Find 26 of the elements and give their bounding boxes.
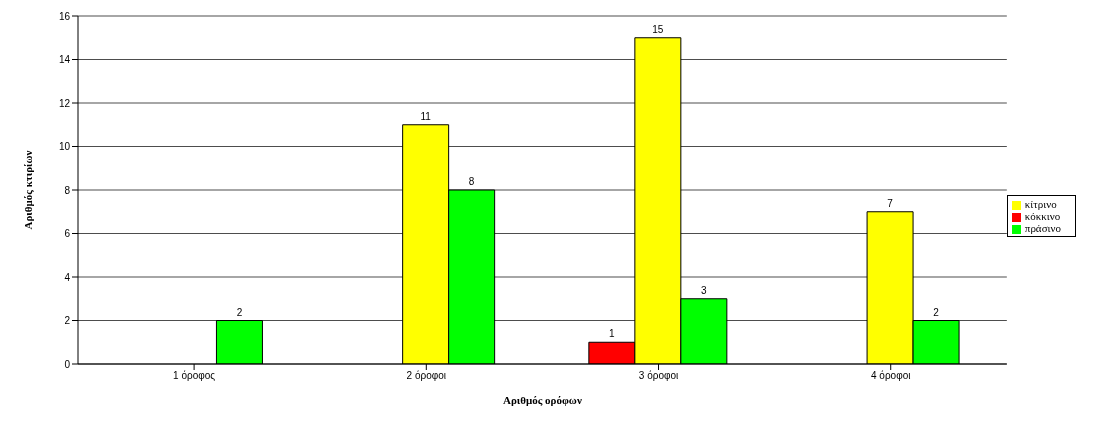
data-label: 2 <box>236 306 243 318</box>
x-axis-title: Αριθμός ορόφων <box>503 394 582 407</box>
data-label: 15 <box>652 23 664 35</box>
data-label: 11 <box>420 110 432 122</box>
data-label: 1 <box>609 328 616 340</box>
y-tick-label: 10 <box>58 141 71 153</box>
y-tick-label: 8 <box>64 184 71 196</box>
x-tick-label: 3 όροφοι <box>638 370 679 382</box>
y-tick-label: 16 <box>58 10 71 22</box>
y-tick-label: 0 <box>64 358 71 370</box>
legend-label: κόκκινο <box>1024 210 1061 222</box>
data-label: 3 <box>701 284 708 296</box>
x-tick-label: 2 όροφοι <box>406 370 447 382</box>
data-label: 8 <box>468 176 475 187</box>
x-tick-label: 1 όροφος <box>173 370 216 382</box>
y-tick-label: 2 <box>64 315 71 327</box>
y-tick-label: 4 <box>64 271 71 283</box>
y-tick-label: 6 <box>64 228 71 240</box>
legend-label: κίτρινο <box>1024 198 1057 210</box>
legend-label: πράσινο <box>1024 222 1061 234</box>
data-label: 2 <box>933 306 940 318</box>
y-axis-title: Αριθμός κτιρίων <box>21 150 35 230</box>
data-label: 7 <box>887 197 894 209</box>
x-tick-label: 4 όροφοι <box>871 370 911 382</box>
y-tick-label: 14 <box>58 54 71 66</box>
y-tick-label: 12 <box>58 97 71 109</box>
